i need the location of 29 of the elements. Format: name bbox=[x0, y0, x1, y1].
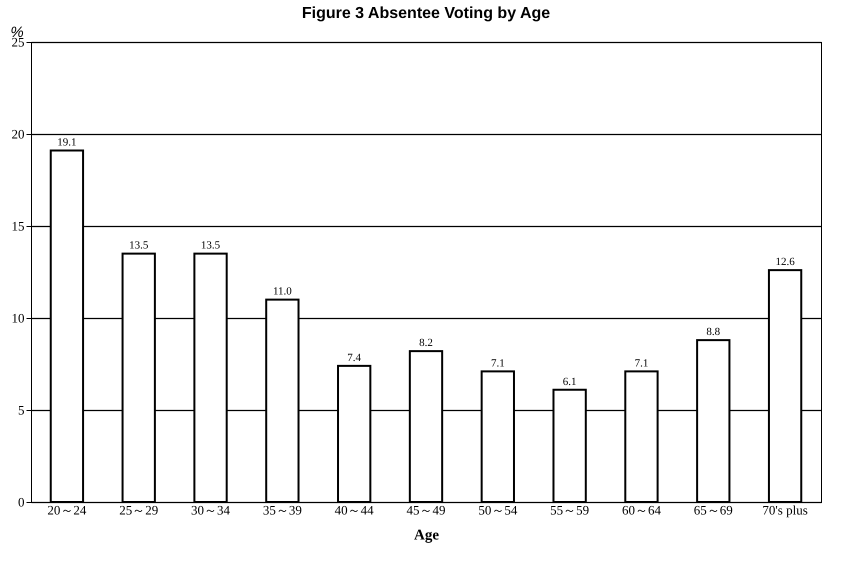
x-tick-label: 55～59 bbox=[550, 502, 590, 518]
x-tick-label: 70's plus bbox=[762, 502, 808, 518]
data-label: 7.1 bbox=[634, 357, 648, 370]
data-label: 8.2 bbox=[419, 337, 433, 350]
chart-title: Figure 3 Absentee Voting by Age bbox=[302, 5, 550, 22]
data-label: 7.1 bbox=[490, 357, 505, 370]
x-tick-label: 25～29 bbox=[119, 502, 158, 518]
x-tick-label: 50～54 bbox=[478, 502, 518, 518]
data-label: 19.1 bbox=[57, 136, 77, 149]
y-tick-label: 15 bbox=[12, 218, 24, 234]
x-axis-title: Age bbox=[414, 528, 440, 544]
y-tick-label: 5 bbox=[18, 402, 24, 418]
x-tick-label: 20～24 bbox=[47, 502, 87, 518]
data-label: 12.6 bbox=[775, 256, 796, 268]
data-label: 13.5 bbox=[200, 240, 221, 252]
data-label: 11.0 bbox=[272, 286, 292, 298]
data-label: 13.5 bbox=[129, 240, 149, 252]
y-tick-label: 0 bbox=[18, 494, 24, 510]
y-tick-label: 10 bbox=[12, 310, 24, 326]
data-label: 8.8 bbox=[706, 326, 721, 338]
x-tick-label: 40～44 bbox=[334, 502, 374, 518]
x-tick-label: 30～34 bbox=[191, 502, 231, 518]
x-tick-label: 45～49 bbox=[406, 502, 446, 518]
x-tick-label: 35～39 bbox=[262, 502, 302, 518]
data-label: 7.4 bbox=[347, 352, 362, 364]
x-tick-label: 60～64 bbox=[622, 502, 662, 518]
y-tick-label: 20 bbox=[12, 126, 24, 142]
x-tick-label: 65～69 bbox=[694, 502, 733, 518]
data-label: 6.1 bbox=[562, 376, 577, 388]
